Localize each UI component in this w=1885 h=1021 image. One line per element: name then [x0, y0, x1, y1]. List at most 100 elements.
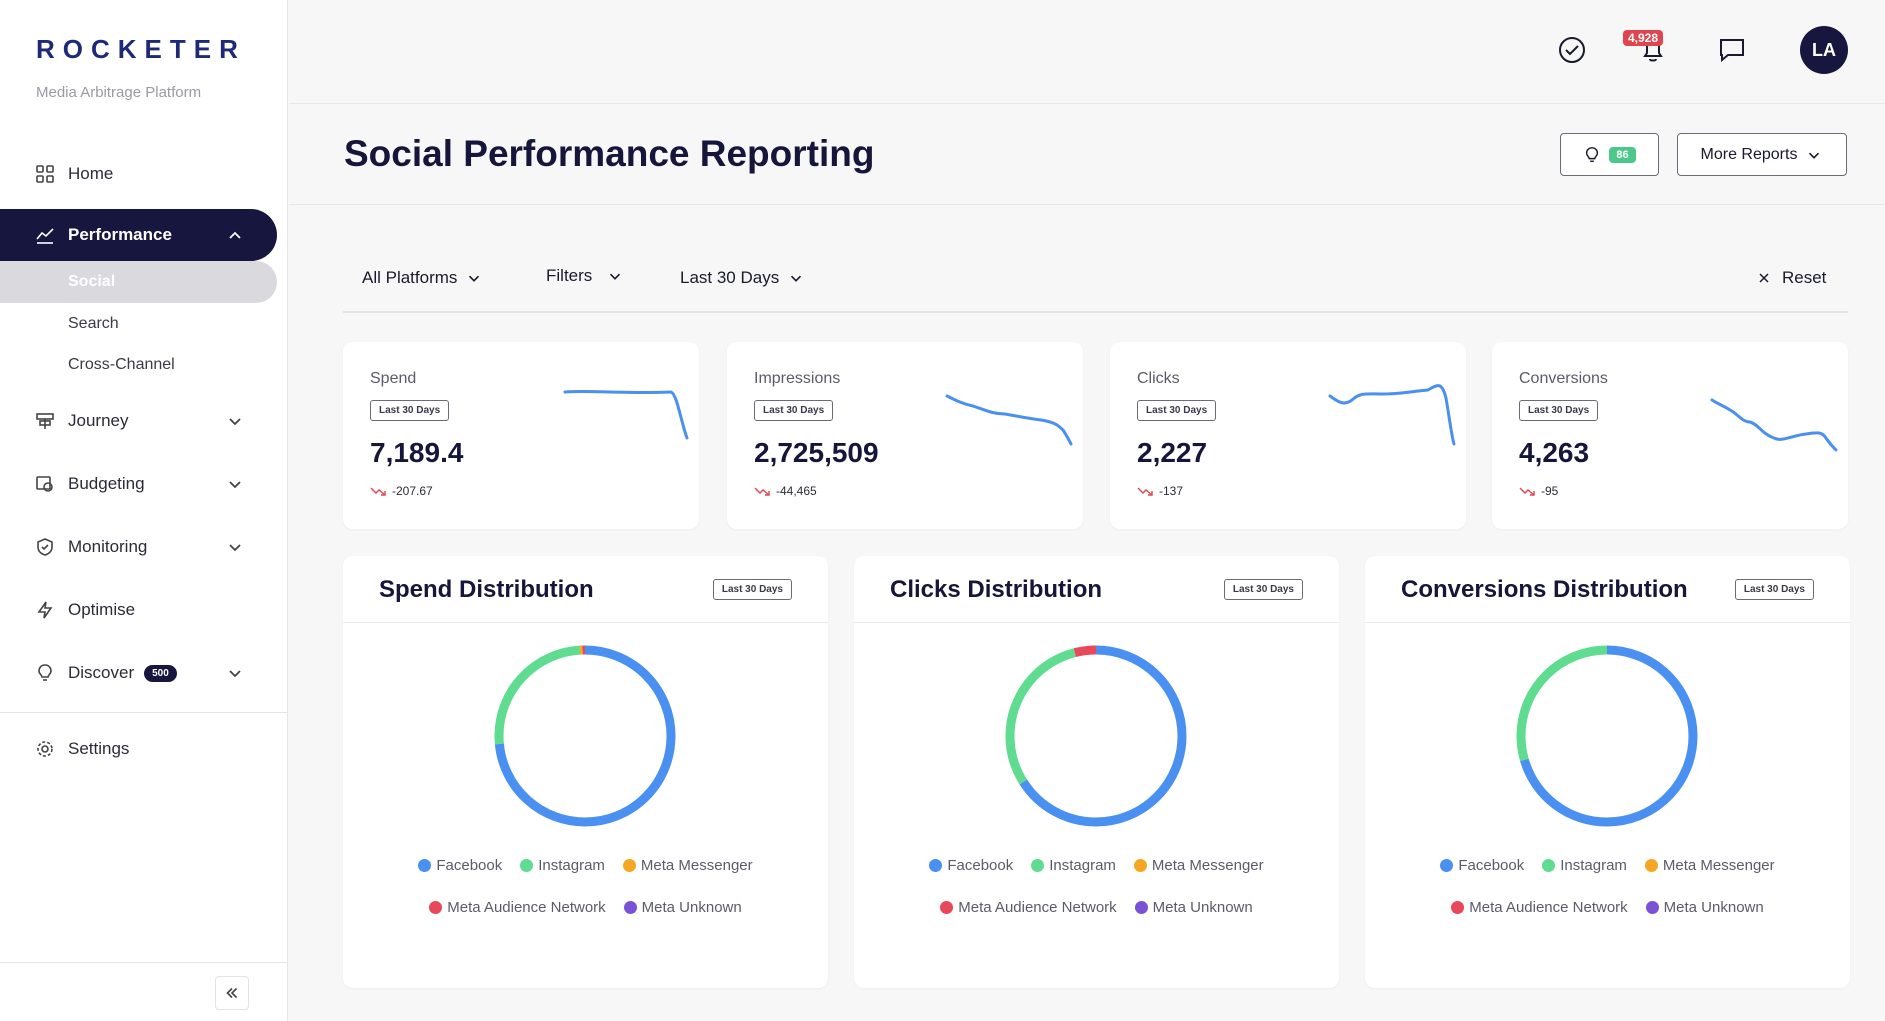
page-title: Social Performance Reporting — [344, 133, 875, 174]
sidebar-item-label: Monitoring — [68, 537, 148, 556]
donut-slice-instagram[interactable] — [1005, 645, 1187, 827]
user-avatar[interactable]: LA — [1800, 26, 1848, 74]
donut-slice-instagram[interactable] — [1516, 645, 1698, 827]
card-divider — [854, 622, 1339, 623]
legend-dot — [940, 901, 954, 914]
kpi-label: Clicks — [1137, 370, 1180, 387]
conversions-donut-chart — [1516, 645, 1698, 827]
legend-dot — [623, 901, 637, 914]
sidebar-footer-divider — [0, 962, 288, 963]
legend-dot — [622, 859, 636, 872]
donut-slice-instagram[interactable] — [494, 645, 676, 827]
legend-item-meta-messenger[interactable]: Meta Messenger — [1133, 857, 1264, 874]
kpi-delta-value: -137 — [1159, 484, 1184, 498]
sidebar-subitem-search[interactable]: Search — [68, 315, 119, 332]
impressions-sparkline — [945, 394, 1073, 446]
sidebar-subitem-cross-channel[interactable]: Cross-Channel — [68, 356, 175, 373]
insights-button[interactable]: 86 — [1560, 133, 1659, 176]
legend-dot — [429, 901, 443, 914]
clicks-sparkline — [1328, 384, 1456, 446]
budget-icon — [34, 473, 56, 495]
kpi-delta: -95 — [1519, 484, 1558, 498]
filters-divider — [343, 311, 1848, 313]
chevron-down-icon[interactable] — [225, 474, 245, 494]
sidebar-item-label: Home — [68, 164, 114, 183]
chart-legend: Facebook Instagram Meta Messenger — [854, 857, 1339, 874]
kpi-delta-value: -44,465 — [776, 484, 817, 498]
legend-item-meta-messenger[interactable]: Meta Messenger — [1644, 857, 1775, 874]
legend-label: Meta Audience Network — [958, 899, 1117, 916]
spend-distribution-card: Spend Distribution Last 30 Days Facebook… — [343, 556, 828, 988]
legend-dot — [929, 859, 943, 872]
legend-dot — [520, 859, 534, 872]
legend-item-meta-messenger[interactable]: Meta Messenger — [622, 857, 753, 874]
legend-dot — [1134, 901, 1148, 914]
sidebar-divider — [0, 712, 288, 713]
brand-logo[interactable]: ROCKETER — [36, 34, 246, 64]
chevron-down-icon[interactable] — [225, 663, 245, 683]
platform-filter-dropdown[interactable]: All Platforms — [362, 268, 483, 288]
legend-item-meta-audience-network[interactable]: Meta Audience Network — [1451, 899, 1628, 916]
sidebar-item-optimise[interactable]: Optimise — [0, 584, 277, 636]
task-check-icon[interactable] — [1556, 34, 1588, 66]
date-range-label: Last 30 Days — [680, 268, 780, 287]
chevron-down-icon — [610, 273, 621, 280]
discover-badge: 500 — [144, 664, 177, 682]
donut-slice-meta-audience-network[interactable] — [1005, 645, 1187, 827]
bulb-icon — [1586, 146, 1599, 162]
legend-item-instagram[interactable]: Instagram — [520, 857, 605, 874]
header-divider — [289, 204, 1885, 205]
clicks-distribution-card: Clicks Distribution Last 30 Days Faceboo… — [854, 556, 1339, 988]
legend-label: Meta Unknown — [1663, 899, 1764, 916]
kpi-delta: -44,465 — [754, 484, 817, 498]
chevron-down-icon[interactable] — [225, 411, 245, 431]
spend-sparkline — [563, 389, 689, 440]
legend-item-meta-unknown[interactable]: Meta Unknown — [1645, 899, 1764, 916]
legend-item-facebook[interactable]: Facebook — [929, 857, 1013, 874]
legend-dot — [1542, 859, 1556, 872]
sidebar-item-journey[interactable]: Journey — [0, 395, 277, 447]
legend-item-instagram[interactable]: Instagram — [1031, 857, 1116, 874]
donut-slice-meta-audience-network[interactable] — [494, 645, 676, 827]
sidebar: ROCKETER Media Arbitrage Platform Home P… — [0, 0, 288, 1021]
reset-button[interactable]: Reset — [1758, 268, 1826, 288]
chat-icon[interactable] — [1716, 34, 1748, 66]
sidebar-item-label: Settings — [68, 739, 130, 758]
legend-item-meta-unknown[interactable]: Meta Unknown — [1134, 899, 1253, 916]
legend-item-meta-audience-network[interactable]: Meta Audience Network — [429, 899, 606, 916]
clicks-donut-chart — [1005, 645, 1187, 827]
kpi-period-pill: Last 30 Days — [754, 400, 834, 421]
sidebar-item-settings[interactable]: Settings — [0, 723, 277, 775]
legend-dot — [418, 859, 432, 872]
sidebar-item-monitoring[interactable]: Monitoring — [0, 521, 277, 573]
chart-legend: Meta Audience Network Meta Unknown — [854, 899, 1339, 916]
kpi-label: Impressions — [754, 370, 841, 387]
legend-item-meta-unknown[interactable]: Meta Unknown — [623, 899, 742, 916]
chevron-down-icon — [791, 275, 802, 282]
more-reports-button[interactable]: More Reports — [1677, 133, 1847, 176]
chart-legend: Meta Audience Network Meta Unknown — [343, 899, 828, 916]
sidebar-item-performance[interactable]: Performance — [0, 209, 277, 261]
legend-item-meta-audience-network[interactable]: Meta Audience Network — [940, 899, 1117, 916]
close-icon — [1759, 273, 1769, 283]
filters-dropdown[interactable]: Filters — [546, 266, 624, 286]
bolt-icon — [34, 599, 56, 621]
kpi-card-clicks: Clicks Last 30 Days 2,227 -137 — [1110, 342, 1466, 529]
card-divider — [343, 622, 828, 623]
chevron-up-icon[interactable] — [225, 225, 245, 245]
sidebar-item-home[interactable]: Home — [0, 148, 277, 200]
date-range-dropdown[interactable]: Last 30 Days — [680, 268, 805, 288]
sidebar-item-budgeting[interactable]: Budgeting — [0, 458, 277, 510]
chevron-down-icon[interactable] — [225, 537, 245, 557]
legend-label: Meta Messenger — [1151, 857, 1264, 874]
conversions-sparkline — [1710, 398, 1838, 452]
chart-period-pill: Last 30 Days — [1734, 579, 1814, 600]
legend-item-instagram[interactable]: Instagram — [1542, 857, 1627, 874]
kpi-card-impressions: Impressions Last 30 Days 2,725,509 -44,4… — [727, 342, 1083, 529]
sidebar-item-discover[interactable]: Discover 500 — [0, 647, 277, 699]
collapse-sidebar-button[interactable] — [215, 976, 249, 1010]
sidebar-subitem-social[interactable]: Social — [0, 261, 277, 303]
legend-item-facebook[interactable]: Facebook — [418, 857, 502, 874]
chart-title: Clicks Distribution — [890, 576, 1103, 603]
legend-item-facebook[interactable]: Facebook — [1440, 857, 1524, 874]
